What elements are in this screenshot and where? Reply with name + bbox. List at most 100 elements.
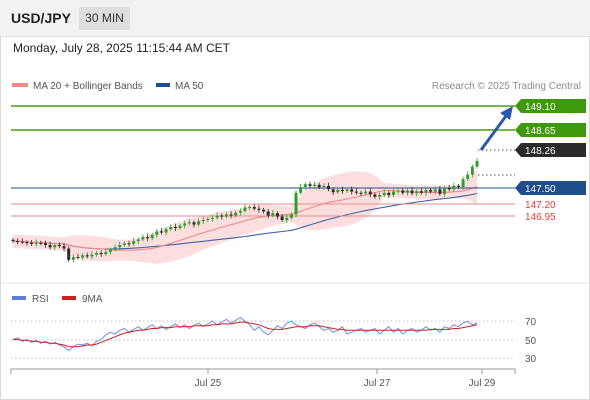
candle-body — [155, 231, 159, 235]
candle-body — [294, 192, 298, 215]
source-credit: Research © 2025 Trading Central — [432, 81, 581, 92]
candle-body — [359, 192, 363, 194]
candle — [475, 158, 479, 169]
rsi-ma-legend-label: 9MA — [82, 294, 103, 305]
rsi-tick-30: 30 — [525, 354, 537, 365]
candle — [183, 220, 187, 229]
candle-body — [197, 221, 201, 225]
candle — [271, 209, 275, 218]
candle — [373, 192, 377, 199]
candle — [113, 244, 117, 252]
candle — [104, 248, 108, 257]
candle-body — [178, 225, 182, 228]
candle-body — [392, 191, 395, 195]
support-1-label: 147.20 — [525, 200, 556, 211]
candle — [150, 232, 154, 241]
candle — [53, 243, 57, 251]
candle-body — [331, 189, 335, 193]
candle-body — [262, 209, 266, 212]
candle-body — [248, 207, 252, 208]
candle — [234, 210, 238, 218]
candle — [466, 171, 470, 182]
candle-body — [438, 189, 442, 194]
candle — [424, 186, 428, 196]
rsi-tick-50: 50 — [525, 336, 537, 347]
candle-body — [229, 214, 233, 216]
candle — [81, 253, 85, 261]
candle — [410, 187, 414, 196]
candle-body — [53, 245, 57, 248]
resistance-2-label: 149.10 — [525, 102, 556, 113]
candle — [452, 182, 456, 193]
candle — [11, 237, 15, 244]
candle-body — [266, 211, 270, 216]
resistance-1-label: 148.65 — [525, 126, 556, 137]
candle — [289, 212, 293, 220]
rsi-ma-line — [13, 321, 478, 348]
candle — [336, 187, 340, 195]
candle — [266, 208, 270, 219]
candle-body — [16, 241, 20, 243]
candle — [44, 240, 47, 248]
candle — [405, 187, 409, 196]
candle — [108, 247, 112, 255]
candle — [118, 241, 122, 251]
candle-body — [48, 245, 52, 248]
candle — [127, 240, 131, 247]
candle — [136, 237, 140, 244]
candle-body — [90, 254, 94, 257]
candle — [197, 218, 201, 227]
candle — [122, 241, 126, 248]
candle — [155, 228, 159, 238]
candle — [313, 181, 317, 189]
candle — [201, 216, 205, 225]
candle — [470, 164, 474, 178]
candle-body — [44, 243, 47, 245]
candle-body — [20, 241, 24, 243]
candle-body — [30, 242, 34, 244]
candle-body — [336, 189, 340, 193]
candle-body — [280, 216, 284, 220]
candle-body — [99, 253, 103, 255]
candle — [48, 241, 52, 250]
candle — [276, 211, 279, 220]
candle-body — [456, 185, 460, 187]
rsi-legend-label: RSI — [32, 294, 49, 305]
rsi-tick-70: 70 — [525, 317, 537, 328]
candle — [71, 254, 75, 263]
candle — [322, 183, 326, 190]
candle-body — [85, 255, 89, 257]
candle-body — [224, 214, 228, 217]
candle — [401, 188, 405, 195]
ma20-line — [12, 186, 478, 251]
candle — [224, 211, 228, 219]
timeframe-button[interactable]: 30 MIN — [79, 7, 130, 30]
candle-body — [345, 189, 349, 192]
candle — [25, 240, 29, 246]
candle-body — [322, 185, 326, 187]
candle-body — [405, 190, 409, 193]
candle — [67, 246, 71, 262]
candle-body — [396, 190, 400, 192]
candle-body — [382, 192, 386, 196]
candle — [178, 223, 182, 230]
candle-body — [108, 249, 112, 252]
candle-body — [308, 184, 312, 186]
top-bar: USD/JPY 30 MIN — [0, 0, 590, 37]
candle — [187, 218, 191, 226]
candle-body — [136, 239, 140, 242]
forecast-arrow-head — [500, 106, 513, 120]
current-price-label: 148.26 — [525, 146, 556, 157]
resistance-2-tag — [515, 99, 586, 113]
candle-body — [364, 191, 368, 194]
candle — [387, 190, 391, 198]
candle-body — [127, 243, 131, 245]
candle — [99, 250, 103, 257]
candle-body — [327, 185, 330, 190]
candle — [39, 240, 43, 246]
x-tick-jul25: Jul 25 — [195, 378, 222, 389]
candle-body — [452, 185, 456, 190]
candle-body — [289, 214, 293, 218]
candle-body — [368, 191, 372, 195]
